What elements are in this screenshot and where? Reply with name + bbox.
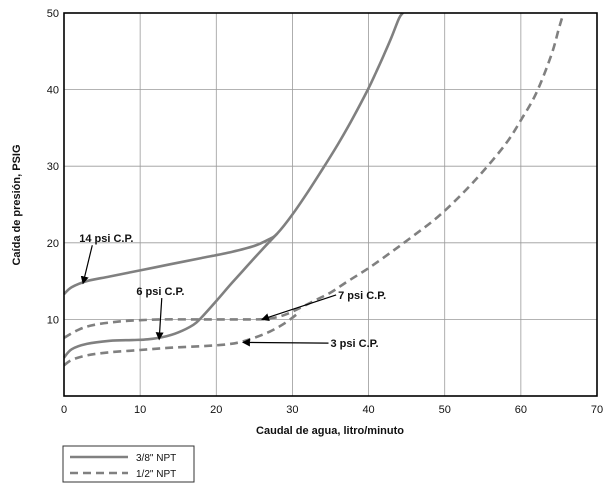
legend-box <box>62 445 195 483</box>
x-tick-label-2: 20 <box>210 404 222 416</box>
annotation-label-0: 14 psi C.P. <box>79 233 133 245</box>
legend-label-0: 3/8" NPT <box>136 453 176 464</box>
x-tick-label-1: 10 <box>134 404 146 416</box>
annotation-label-3: 3 psi C.P. <box>331 338 379 350</box>
y-tick-label-3: 40 <box>47 85 59 97</box>
x-tick-label-4: 40 <box>362 404 374 416</box>
y-tick-label-0: 10 <box>47 314 59 326</box>
x-axis-label: Caudal de agua, litro/minuto <box>256 425 404 437</box>
y-axis-label: Caída de presión, PSIG <box>11 144 23 265</box>
x-tick-label-7: 70 <box>591 404 603 416</box>
y-tick-label-2: 30 <box>47 161 59 173</box>
series-1-curve-1 <box>63 310 301 367</box>
annotation-arrow-1 <box>155 298 164 341</box>
annotation-label-2: 7 psi C.P. <box>338 290 386 302</box>
y-tick-label-4: 50 <box>47 8 59 20</box>
annotation-label-1: 6 psi C.P. <box>136 286 184 298</box>
y-tick-label-1: 20 <box>47 238 59 250</box>
legend-label-1: 1/2" NPT <box>136 469 176 480</box>
x-tick-label-5: 50 <box>439 404 451 416</box>
legend: 3/8" NPT 1/2" NPT <box>62 445 195 483</box>
series-0-curve-1 <box>62 232 279 359</box>
annotation-arrow-0 <box>80 245 93 285</box>
series-1-curve-0 <box>63 12 565 339</box>
annotation-arrow-3 <box>241 338 329 347</box>
series-0-curve-0 <box>63 12 404 296</box>
x-tick-label-6: 60 <box>515 404 527 416</box>
x-tick-label-3: 30 <box>286 404 298 416</box>
annotation-arrow-2 <box>261 294 337 322</box>
x-tick-label-0: 0 <box>61 404 67 416</box>
plot-frame <box>63 12 598 397</box>
annotations: 14 psi C.P. 6 psi C.P. 7 psi C.P. 3 psi C.P… <box>79 233 386 350</box>
series-layer <box>62 12 565 367</box>
ticks: 0 10 20 30 40 50 60 70 10 20 30 40 50 <box>47 8 603 416</box>
